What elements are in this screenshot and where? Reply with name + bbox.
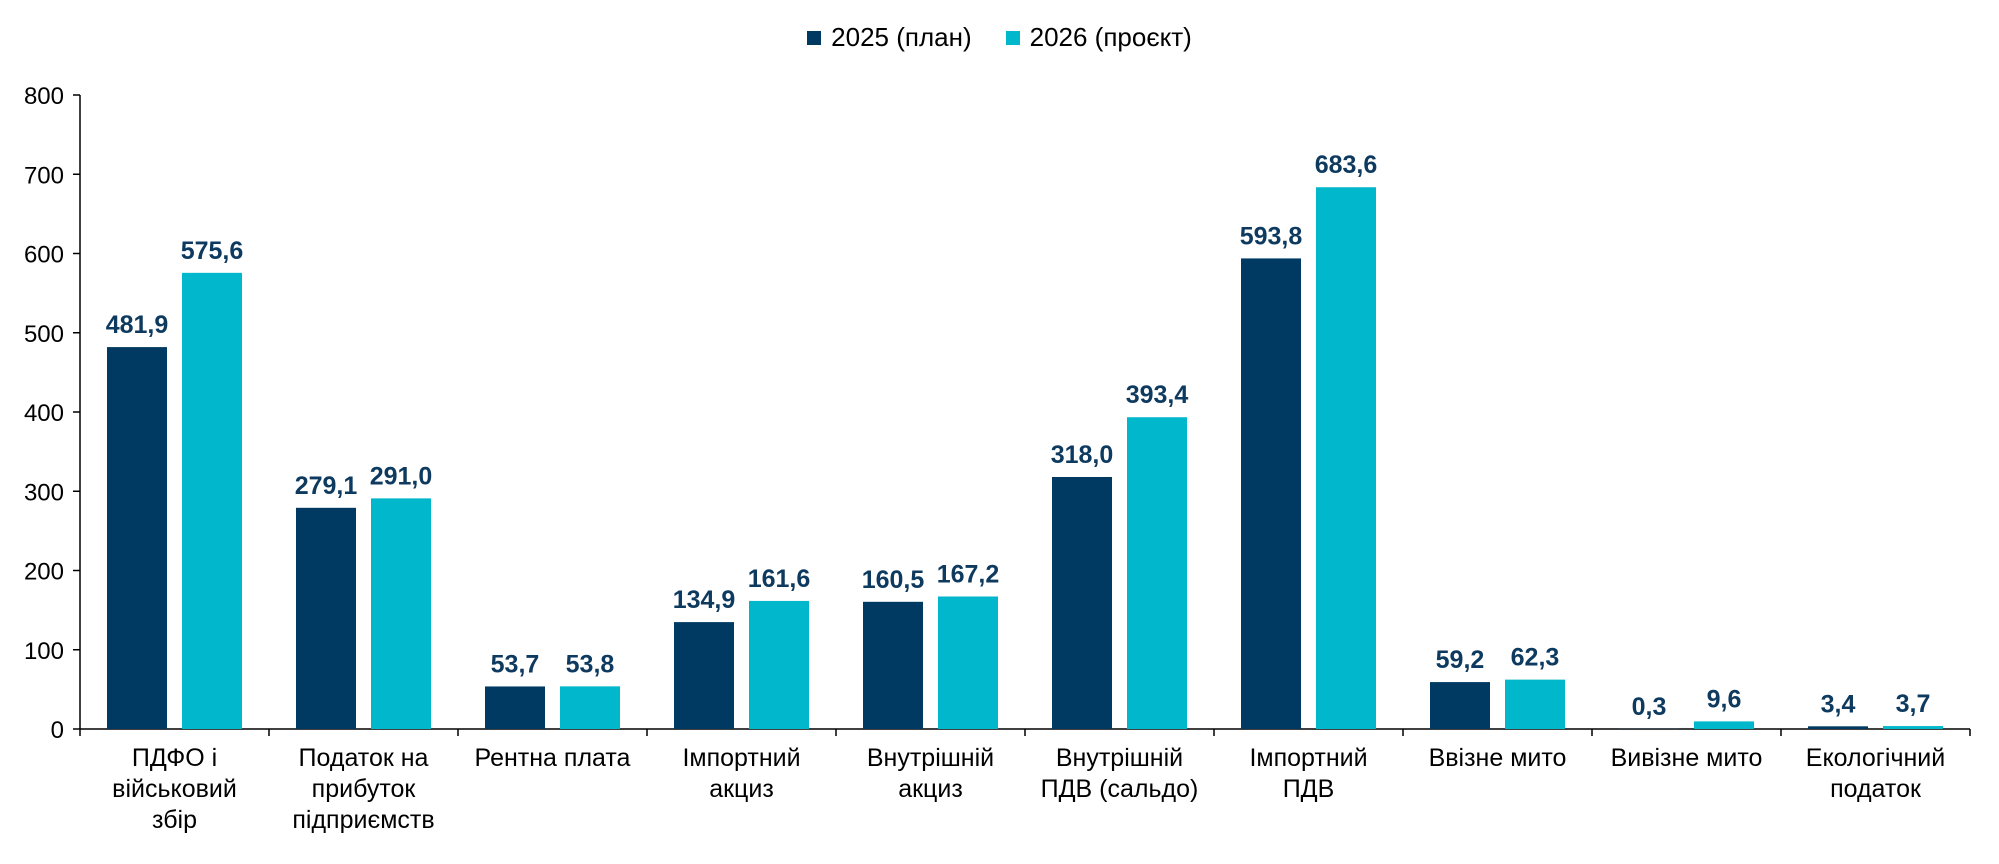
y-tick-label: 200	[24, 559, 64, 586]
y-tick-label: 300	[24, 479, 64, 506]
y-tick-label: 100	[24, 638, 64, 665]
data-label: 167,2	[937, 560, 1000, 588]
category-label: Ввізне мито	[1429, 744, 1567, 772]
data-label: 683,6	[1315, 151, 1378, 179]
data-label: 0,3	[1632, 693, 1667, 721]
category-label: податок	[1830, 775, 1922, 803]
legend: 2025 (план) 2026 (проєкт)	[0, 22, 1999, 53]
data-label: 62,3	[1511, 644, 1560, 672]
legend-label-2025: 2025 (план)	[831, 22, 971, 53]
legend-swatch-2026	[1006, 31, 1020, 45]
bar-2025	[1052, 477, 1112, 729]
category-label: акциз	[709, 775, 774, 803]
bar-2025	[863, 602, 923, 729]
category-label: ПДВ	[1283, 775, 1335, 803]
category-label: Вивізне мито	[1611, 744, 1763, 772]
y-tick-label: 600	[24, 242, 64, 269]
bar-2025	[674, 622, 734, 729]
data-label: 3,4	[1821, 690, 1856, 718]
bar-2026	[560, 686, 620, 729]
bar-2025	[1430, 682, 1490, 729]
category-label: Внутрішній	[1056, 744, 1183, 772]
data-label: 318,0	[1051, 441, 1114, 469]
data-label: 53,7	[491, 650, 540, 678]
legend-label-2026: 2026 (проєкт)	[1030, 22, 1192, 53]
data-label: 9,6	[1707, 685, 1742, 713]
category-label: акциз	[898, 775, 963, 803]
data-label: 575,6	[181, 237, 244, 265]
category-label: ПДФО і	[132, 744, 217, 772]
category-label: військовий	[112, 775, 237, 803]
category-label: ПДВ (сальдо)	[1041, 775, 1199, 803]
bar-2026	[1316, 187, 1376, 729]
bar-2026	[938, 596, 998, 729]
bar-2025	[296, 508, 356, 729]
category-label: збір	[152, 806, 197, 834]
data-label: 160,5	[862, 566, 925, 594]
data-label: 279,1	[295, 472, 358, 500]
bar-2025	[485, 686, 545, 729]
data-label: 393,4	[1126, 381, 1189, 409]
data-label: 3,7	[1896, 690, 1931, 718]
category-label: Внутрішній	[867, 744, 994, 772]
bar-2026	[371, 498, 431, 729]
category-label: Податок на	[299, 744, 429, 772]
data-label: 134,9	[673, 586, 736, 614]
data-label: 291,0	[370, 462, 433, 490]
bar-2026	[749, 601, 809, 729]
bar-2025	[107, 347, 167, 729]
bar-2026	[1127, 417, 1187, 729]
bar-2026	[1505, 680, 1565, 729]
y-tick-label: 400	[24, 400, 64, 427]
category-label: Імпортний	[1249, 744, 1367, 772]
data-label: 53,8	[566, 650, 615, 678]
y-tick-label: 500	[24, 321, 64, 348]
y-tick-label: 700	[24, 162, 64, 189]
category-label: Рентна плата	[475, 744, 631, 772]
legend-swatch-2025	[807, 31, 821, 45]
category-label: прибуток	[312, 775, 417, 803]
y-tick-label: 0	[51, 717, 64, 744]
bar-2026	[182, 273, 242, 729]
bar-2026	[1694, 721, 1754, 729]
legend-item-2026: 2026 (проєкт)	[1006, 22, 1192, 53]
y-tick-label: 800	[24, 83, 64, 110]
category-label: Екологічний	[1806, 744, 1945, 772]
legend-item-2025: 2025 (план)	[807, 22, 971, 53]
category-label: Імпортний	[682, 744, 800, 772]
bar-2025	[1808, 726, 1868, 729]
data-label: 59,2	[1436, 646, 1485, 674]
category-label: підприємств	[292, 806, 434, 834]
bar-2025	[1241, 258, 1301, 729]
data-label: 593,8	[1240, 222, 1303, 250]
data-label: 161,6	[748, 565, 811, 593]
bar-2026	[1883, 726, 1943, 729]
data-label: 481,9	[106, 311, 169, 339]
